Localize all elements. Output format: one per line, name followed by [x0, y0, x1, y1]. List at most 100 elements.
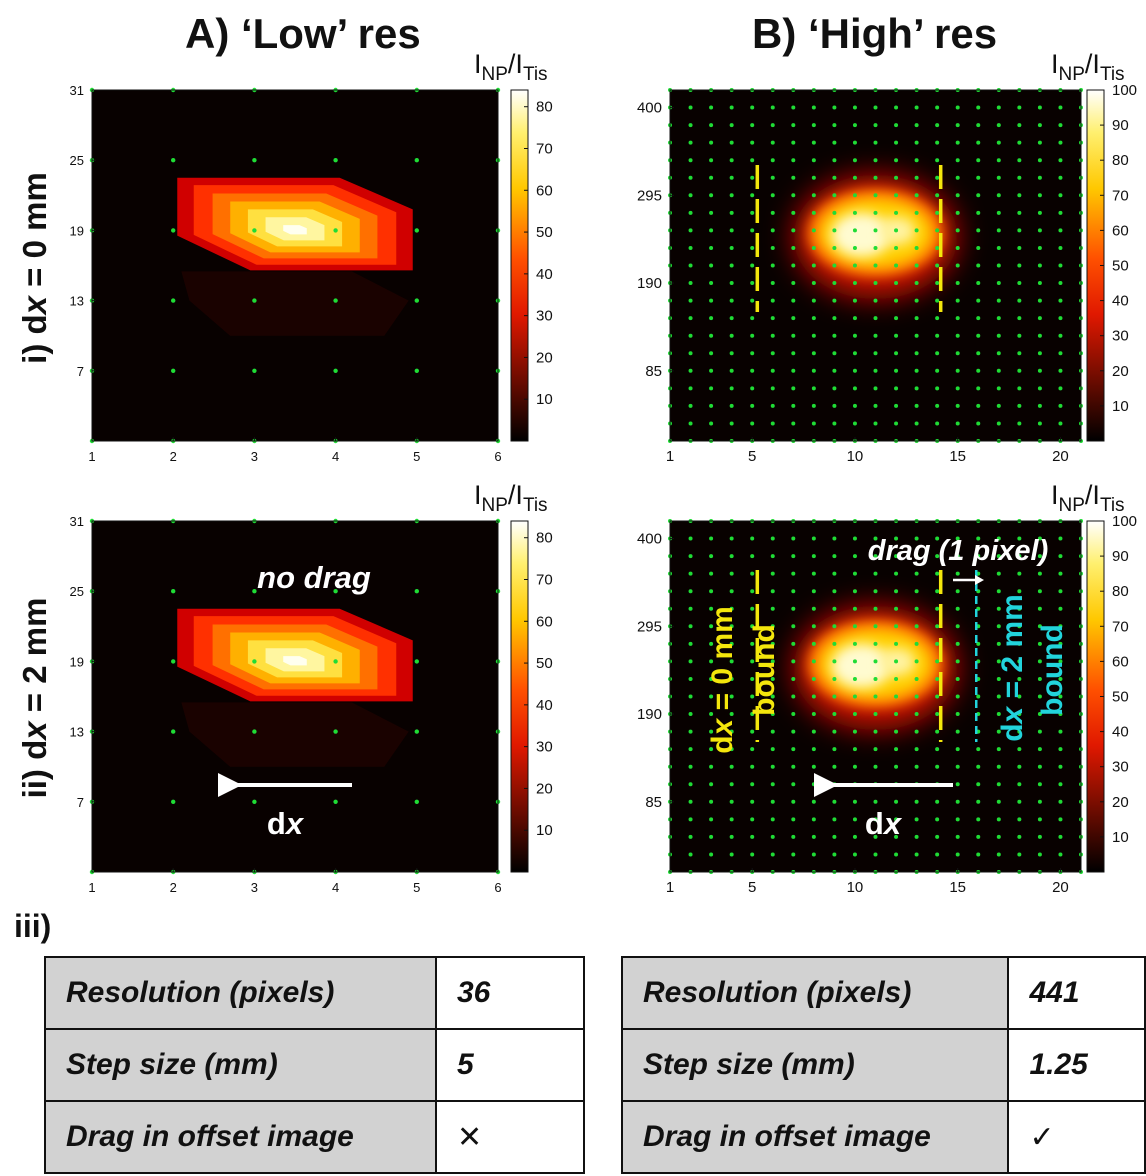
- grid-point: [688, 281, 693, 286]
- grid-point: [770, 403, 775, 408]
- grid-point: [1017, 852, 1022, 857]
- y-tick-label: 400: [637, 531, 662, 548]
- grid-point: [791, 368, 796, 373]
- grid-point: [955, 105, 960, 110]
- grid-point: [791, 676, 796, 681]
- grid-point: [894, 351, 899, 356]
- grid-point: [791, 852, 796, 857]
- grid-point: [873, 228, 878, 233]
- grid-point: [976, 263, 981, 268]
- y-tick-label: 25: [70, 584, 84, 599]
- grid-point: [688, 123, 693, 128]
- grid-point: [976, 799, 981, 804]
- grid-point: [935, 123, 940, 128]
- grid-point: [1058, 817, 1063, 822]
- grid-point: [770, 193, 775, 198]
- y-tick-label: 400: [637, 100, 662, 117]
- grid-point: [914, 263, 919, 268]
- table-row: Resolution (pixels) 36: [44, 956, 585, 1030]
- grid-point: [688, 676, 693, 681]
- grid-point: [852, 536, 857, 541]
- grid-point: [1058, 571, 1063, 576]
- grid-point: [333, 228, 338, 233]
- grid-point: [709, 659, 714, 664]
- y-tick-label: 7: [77, 795, 84, 810]
- grid-point: [996, 210, 1001, 215]
- x-tick-label: 2: [170, 880, 177, 895]
- colorbar-tick-label: 10: [1112, 398, 1129, 415]
- grid-point: [1017, 298, 1022, 303]
- grid-point: [1058, 175, 1063, 180]
- column-title-high-res: B) ‘High’ res: [752, 10, 998, 57]
- dx-x: x: [284, 806, 305, 841]
- grid-point: [333, 589, 338, 594]
- grid-point: [770, 764, 775, 769]
- grid-point: [811, 245, 816, 250]
- grid-point: [709, 799, 714, 804]
- grid-point: [709, 263, 714, 268]
- grid-point: [955, 193, 960, 198]
- grid-point: [996, 589, 1001, 594]
- grid-point: [770, 834, 775, 839]
- drag-arrow-head: [975, 575, 984, 585]
- table-row: Drag in offset image ✓: [620, 1100, 1146, 1174]
- grid-point: [729, 712, 734, 717]
- grid-point: [770, 712, 775, 717]
- colorbar-tick-label: 80: [1112, 583, 1129, 600]
- grid-point: [935, 712, 940, 717]
- grid-point: [894, 210, 899, 215]
- grid-point: [914, 421, 919, 426]
- grid-points: [89, 87, 501, 444]
- grid-point: [976, 158, 981, 163]
- grid-point: [750, 193, 755, 198]
- grid-point: [811, 852, 816, 857]
- bound-label-suffix: = 2 mm: [996, 594, 1029, 707]
- colorbar-tick-label: 20: [1112, 363, 1129, 380]
- checkmark-icon: ✓: [1007, 1100, 1146, 1174]
- grid-point: [770, 263, 775, 268]
- x-tick-label: 4: [332, 880, 339, 895]
- plot-frame: [91, 89, 499, 442]
- colorbar-label-base: I: [474, 480, 482, 510]
- grid-point: [709, 210, 714, 215]
- grid-point: [729, 659, 734, 664]
- grid-point: [750, 554, 755, 559]
- grid-point: [894, 105, 899, 110]
- grid-point: [1017, 228, 1022, 233]
- grid-point: [976, 782, 981, 787]
- grid-point: [1058, 123, 1063, 128]
- grid-point: [852, 123, 857, 128]
- grid-point: [688, 536, 693, 541]
- colorbar: [510, 520, 529, 873]
- grid-point: [1058, 316, 1063, 321]
- grid-point: [1058, 105, 1063, 110]
- grid-point: [1058, 193, 1063, 198]
- colorbar-tick-label: 10: [536, 822, 553, 839]
- grid-point: [811, 403, 816, 408]
- grid-point: [1037, 852, 1042, 857]
- colorbar-label-sub: Tis: [1100, 64, 1125, 85]
- grid-point: [750, 386, 755, 391]
- grid-point: [955, 817, 960, 822]
- grid-point: [709, 386, 714, 391]
- grid-point: [976, 175, 981, 180]
- colorbar-tick-label: 90: [1112, 117, 1129, 134]
- grid-point: [709, 694, 714, 699]
- colorbar-tick-label: 60: [1112, 222, 1129, 239]
- colorbar-tick-label: 50: [1112, 258, 1129, 275]
- grid-point: [1058, 298, 1063, 303]
- grid-point: [873, 175, 878, 180]
- grid-point: [996, 712, 1001, 717]
- grid-point: [709, 368, 714, 373]
- grid-point: [729, 351, 734, 356]
- grid-point: [976, 421, 981, 426]
- grid-point: [976, 210, 981, 215]
- x-tick-label: 3: [251, 880, 258, 895]
- grid-point: [709, 712, 714, 717]
- grid-point: [914, 852, 919, 857]
- grid-point: [1017, 641, 1022, 646]
- grid-point: [709, 298, 714, 303]
- grid-point: [688, 351, 693, 356]
- grid-point: [914, 193, 919, 198]
- colorbar-label-slash: /I: [1085, 49, 1100, 79]
